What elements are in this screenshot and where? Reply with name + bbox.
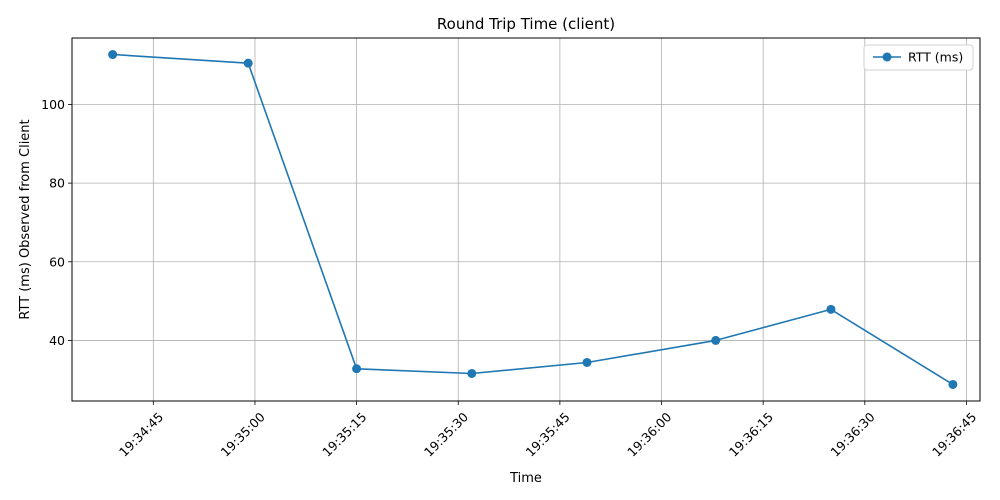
data-point (948, 379, 958, 389)
x-tick-label: 19:35:30 (421, 409, 471, 459)
y-tick-label: 100 (41, 97, 65, 112)
y-axis-ticks: 40 60 80 100 (41, 97, 72, 348)
x-tick-label: 19:35:00 (218, 409, 268, 459)
x-tick-label: 19:34:45 (116, 409, 166, 459)
legend-series-label: RTT (ms) (908, 50, 963, 65)
legend: RTT (ms) (863, 44, 974, 71)
x-tick-label: 19:35:45 (522, 409, 572, 459)
legend-box (863, 44, 974, 71)
x-tick-label: 19:36:15 (726, 409, 776, 459)
data-point (582, 357, 592, 367)
x-tick-label: 19:35:15 (319, 409, 369, 459)
y-tick-label: 60 (49, 254, 65, 269)
data-point (352, 364, 362, 374)
data-point (826, 304, 836, 314)
y-axis-label: RTT (ms) Observed from Client (18, 119, 33, 319)
series-layer (108, 50, 958, 389)
series-line (112, 53, 954, 386)
data-point (108, 50, 118, 60)
x-axis-label: Time (509, 471, 542, 486)
data-point (243, 58, 253, 68)
data-point (467, 368, 477, 378)
plot-frame (71, 37, 981, 402)
x-tick-label: 19:36:00 (624, 409, 674, 459)
y-tick-label: 80 (49, 176, 65, 191)
chart-title: Round Trip Time (client) (437, 15, 615, 33)
legend-series-marker (882, 52, 892, 62)
grid-lines (72, 38, 980, 401)
data-point (711, 335, 721, 345)
x-tick-label: 19:36:45 (929, 409, 979, 459)
x-axis-ticks: 19:34:45 19:35:00 19:35:15 19:35:30 19:35:45… (116, 401, 979, 460)
y-tick-label: 40 (49, 333, 65, 348)
x-tick-label: 19:36:30 (827, 409, 877, 459)
